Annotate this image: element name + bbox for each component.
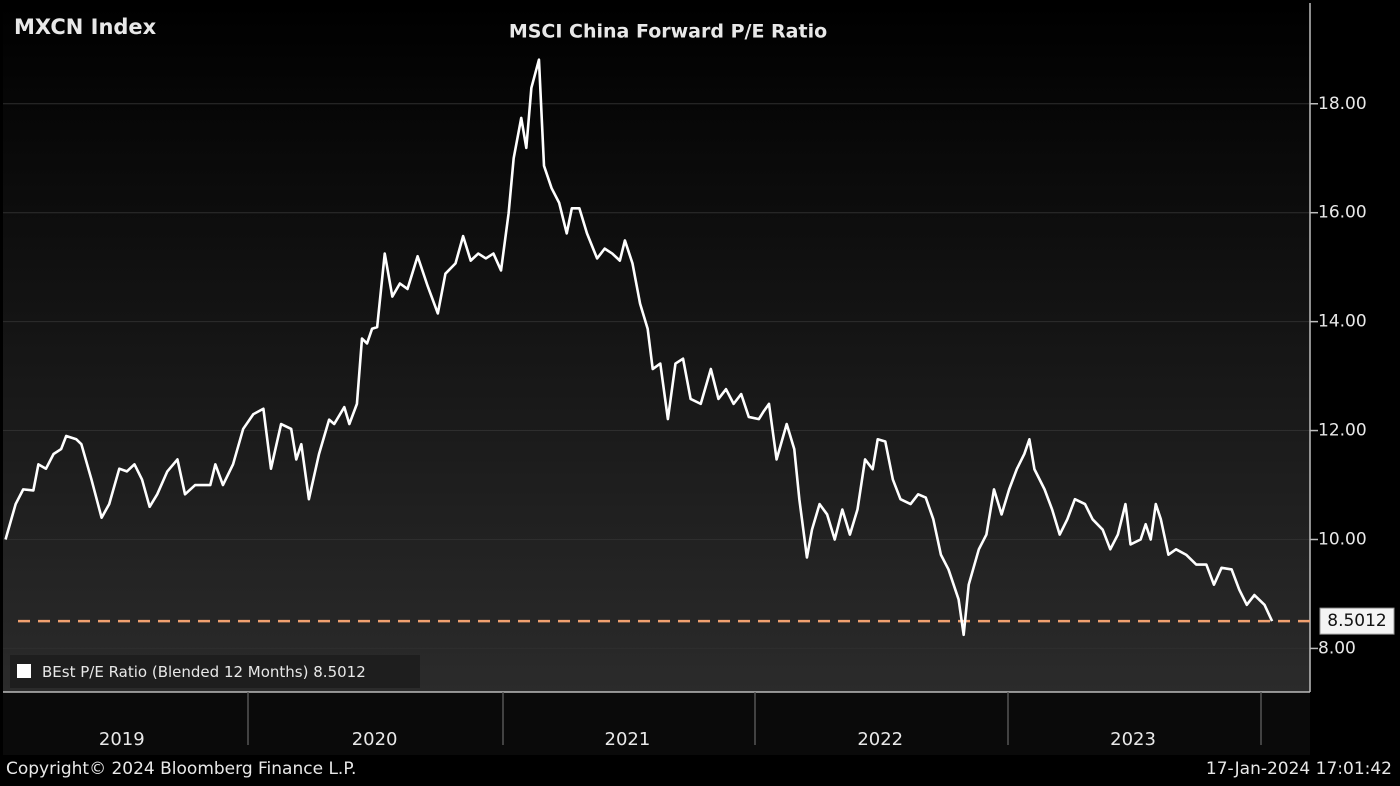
marks <box>4 58 1310 637</box>
copyright: Copyright© 2024 Bloomberg Finance L.P. <box>6 759 356 779</box>
grid <box>3 103 1310 649</box>
x-tick-label: 2023 <box>1110 729 1156 750</box>
last-value-label: 8.5012 <box>1327 611 1386 631</box>
legend-box <box>10 655 420 688</box>
plot-area <box>3 3 1310 692</box>
legend-entry: BEst P/E Ratio (Blended 12 Months) 8.501… <box>42 663 366 681</box>
ticker: MXCN Index <box>14 15 157 39</box>
y-tick-label: 16.00 <box>1318 203 1367 223</box>
series-line <box>4 58 1274 637</box>
chart-title: MSCI China Forward P/E Ratio <box>509 21 827 43</box>
y-tick-label: 14.00 <box>1318 312 1367 332</box>
x-tick-label: 2022 <box>857 729 903 750</box>
year-separators <box>247 692 1262 745</box>
timestamp: 17-Jan-2024 17:01:42 <box>1206 759 1392 779</box>
y-tick-label: 18.00 <box>1318 94 1367 114</box>
legend-name: BEst P/E Ratio (Blended 12 Months) <box>42 663 308 681</box>
x-axis-band <box>3 693 1310 755</box>
y-tick-label: 10.00 <box>1318 529 1367 549</box>
y-tick-label: 8.00 <box>1318 638 1356 658</box>
y-tick-label: 12.00 <box>1318 421 1367 441</box>
legend-swatch <box>17 664 31 678</box>
x-tick-label: 2019 <box>99 729 145 750</box>
x-tick-label: 2020 <box>352 729 398 750</box>
legend-value: 8.5012 <box>313 663 366 681</box>
last-value-box <box>1319 607 1395 635</box>
x-tick-label: 2021 <box>605 729 651 750</box>
